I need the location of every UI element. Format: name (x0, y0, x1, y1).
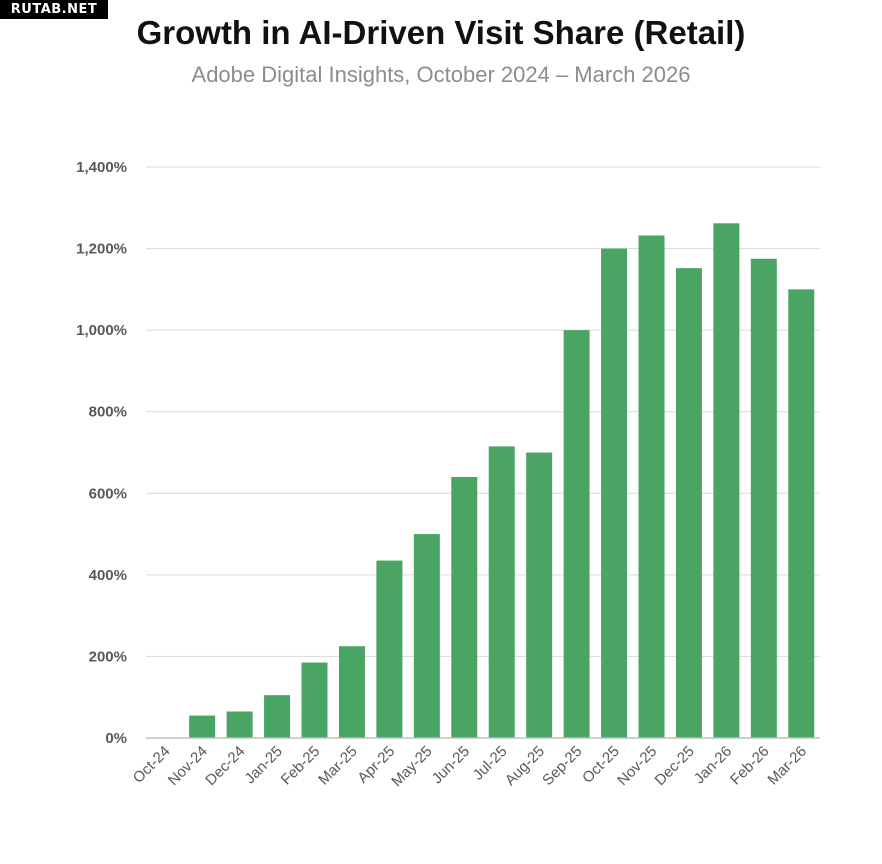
bars (189, 223, 815, 739)
bar-may-25 (413, 534, 440, 738)
bar-jun-25 (451, 476, 478, 738)
y-tick-label: 800% (89, 404, 127, 421)
bar-nov-24 (189, 715, 216, 738)
y-tick-label: 200% (89, 648, 127, 665)
y-tick-label: 600% (89, 485, 127, 502)
x-tick-label: Jun-25 (429, 743, 473, 787)
y-tick-label: 1,000% (76, 322, 127, 339)
gridlines (146, 166, 820, 657)
bar-feb-25 (301, 662, 328, 738)
y-tick-label: 400% (89, 567, 127, 584)
x-tick-label: Jan-26 (691, 743, 735, 787)
watermark-label: RUTAB.NET (0, 0, 108, 19)
x-axis-ticks: Oct-24Nov-24Dec-24Jan-25Feb-25Mar-25Apr-… (130, 743, 810, 790)
x-tick-label: Jan-25 (241, 743, 285, 787)
x-tick-label: Nov-24 (165, 743, 211, 789)
bar-oct-25 (601, 248, 628, 739)
y-tick-label: 0% (105, 730, 127, 747)
x-tick-label: Aug-25 (502, 743, 548, 789)
bar-dec-25 (675, 268, 702, 738)
bar-feb-26 (750, 258, 777, 738)
bar-aug-25 (526, 452, 553, 738)
y-tick-label: 1,200% (76, 241, 127, 258)
x-tick-label: Dec-25 (652, 743, 698, 789)
y-axis-ticks: 0% 200% 400% 600% 800% 1,000% 1,200% 1,400% (76, 159, 127, 747)
chart-title: Growth in AI-Driven Visit Share (Retail) (136, 14, 746, 51)
bar-jan-26 (713, 223, 740, 738)
x-tick-label: May-25 (388, 743, 435, 790)
x-tick-label: Feb-25 (278, 743, 324, 789)
bar-jul-25 (488, 446, 515, 738)
bar-nov-25 (638, 235, 665, 738)
bar-apr-25 (376, 560, 403, 738)
bar-mar-26 (788, 289, 815, 738)
x-tick-label: Mar-26 (764, 743, 810, 789)
bar-mar-25 (338, 646, 365, 738)
bar-dec-24 (226, 711, 253, 738)
x-tick-label: Feb-26 (727, 743, 773, 789)
bar-jan-25 (264, 695, 291, 738)
x-tick-label: Mar-25 (315, 743, 361, 789)
x-tick-label: Nov-25 (614, 743, 660, 789)
chart-subtitle: Adobe Digital Insights, October 2024 – M… (191, 62, 691, 87)
bar-sep-25 (563, 330, 590, 738)
y-tick-label: 1,400% (76, 159, 127, 176)
x-tick-label: Dec-24 (202, 743, 248, 789)
x-tick-label: Sep-25 (539, 743, 585, 789)
